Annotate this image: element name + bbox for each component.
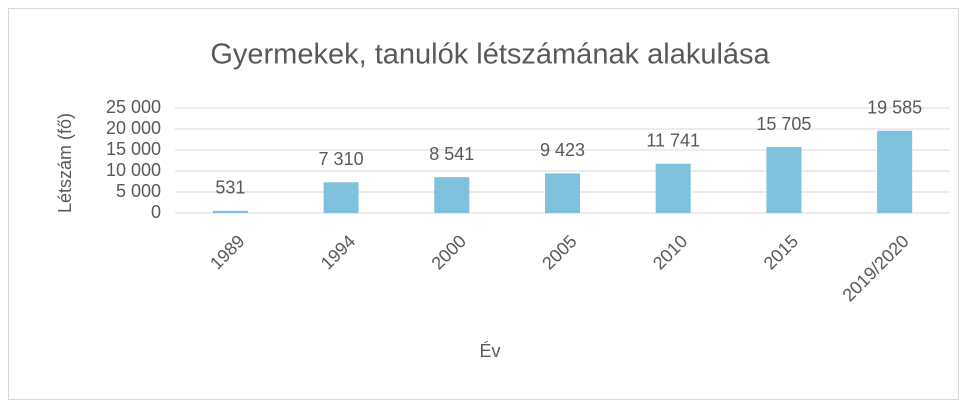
bar [655,163,691,213]
x-axis-label: Év [479,341,500,361]
y-tick-label: 0 [151,202,161,222]
data-label: 7 310 [319,149,364,169]
y-tick-label: 5 000 [116,181,161,201]
bar [212,210,248,213]
y-tick-label: 10 000 [106,160,161,180]
data-label: 531 [215,178,245,198]
bar [323,182,359,213]
bar [766,147,802,213]
y-tick-label: 25 000 [106,97,161,117]
data-label: 8 541 [429,144,474,164]
bar [877,130,913,213]
data-label: 9 423 [540,140,585,160]
y-tick-label: 20 000 [106,118,161,138]
chart-title: Gyermekek, tanulók létszámának alakulása [210,39,770,71]
data-label: 15 705 [756,114,811,134]
y-axis-label: Létszám (fő) [55,113,75,213]
y-tick-label: 15 000 [106,139,161,159]
data-label: 19 585 [867,97,922,117]
bar [545,173,580,213]
data-label: 11 741 [646,130,700,150]
bar [434,177,470,213]
